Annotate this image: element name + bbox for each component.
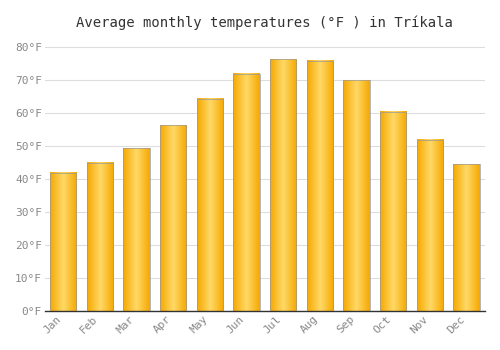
Bar [454, 164, 480, 311]
Bar [234, 74, 260, 311]
Bar [270, 59, 296, 311]
Bar [86, 163, 113, 311]
Bar [50, 173, 76, 311]
Bar [196, 98, 223, 311]
Bar [306, 61, 333, 311]
Bar [417, 140, 443, 311]
Title: Average monthly temperatures (°F ) in Tríkala: Average monthly temperatures (°F ) in Tr… [76, 15, 454, 29]
Bar [124, 148, 150, 311]
Bar [160, 125, 186, 311]
Bar [344, 80, 370, 311]
Bar [380, 112, 406, 311]
